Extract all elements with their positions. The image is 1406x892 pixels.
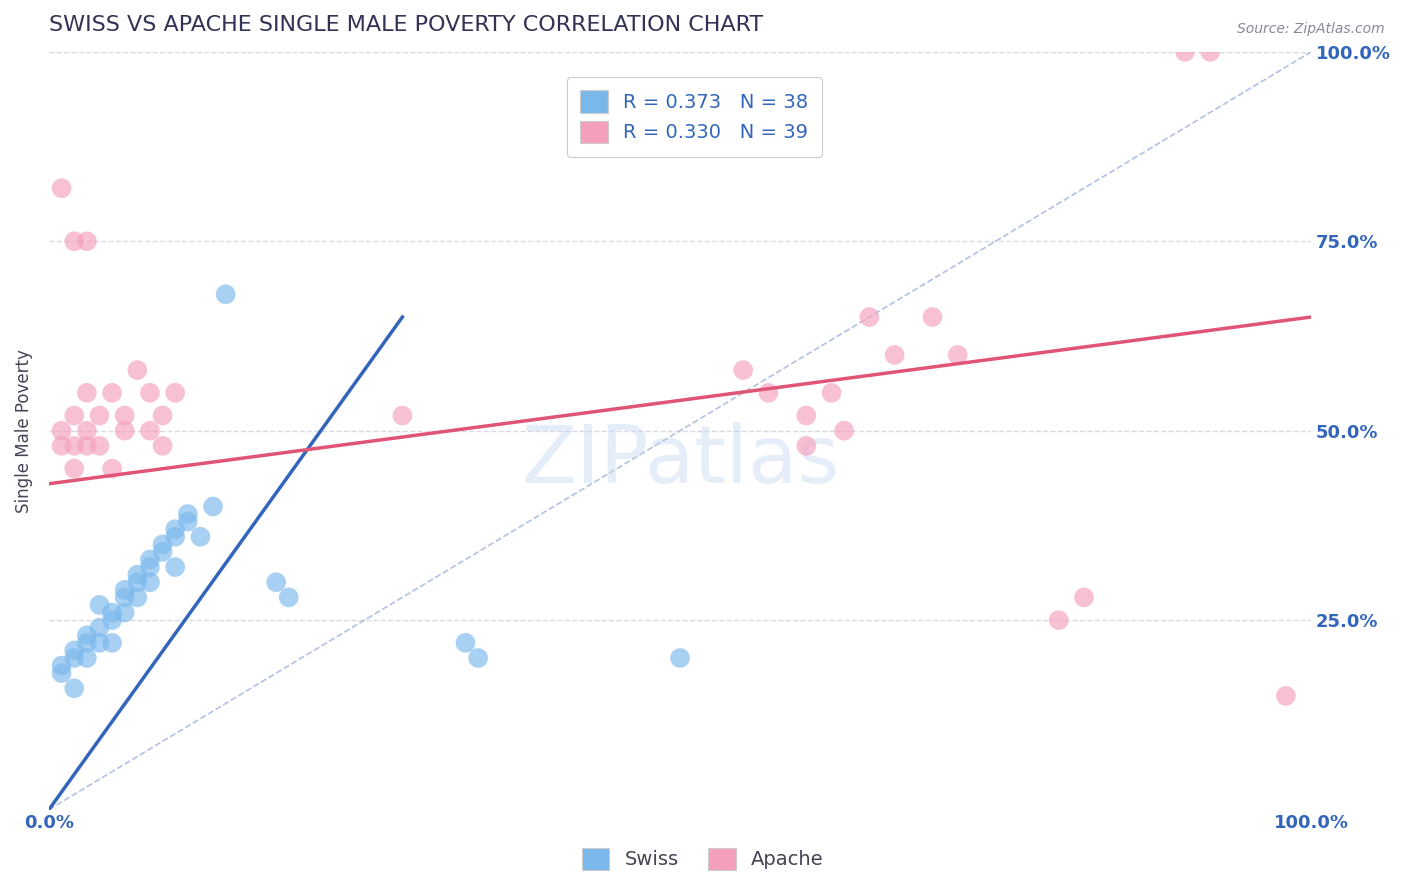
Point	[165, 385, 187, 400]
Point	[946, 348, 969, 362]
Point	[391, 409, 413, 423]
Point	[63, 409, 86, 423]
Point	[139, 552, 162, 566]
Point	[139, 560, 162, 574]
Point	[63, 651, 86, 665]
Legend: Swiss, Apache: Swiss, Apache	[575, 839, 831, 878]
Point	[76, 628, 98, 642]
Point	[63, 643, 86, 657]
Point	[669, 651, 692, 665]
Point	[165, 522, 187, 536]
Point	[89, 409, 111, 423]
Point	[101, 606, 124, 620]
Point	[152, 409, 174, 423]
Legend: R = 0.373   N = 38, R = 0.330   N = 39: R = 0.373 N = 38, R = 0.330 N = 39	[567, 77, 821, 157]
Point	[1275, 689, 1298, 703]
Point	[76, 636, 98, 650]
Point	[152, 545, 174, 559]
Point	[76, 439, 98, 453]
Point	[127, 567, 149, 582]
Text: SWISS VS APACHE SINGLE MALE POVERTY CORRELATION CHART: SWISS VS APACHE SINGLE MALE POVERTY CORR…	[49, 15, 763, 35]
Point	[51, 666, 73, 681]
Point	[89, 636, 111, 650]
Point	[101, 613, 124, 627]
Point	[264, 575, 287, 590]
Point	[202, 500, 225, 514]
Point	[63, 439, 86, 453]
Point	[1174, 45, 1197, 59]
Point	[467, 651, 489, 665]
Point	[89, 439, 111, 453]
Point	[114, 409, 136, 423]
Point	[165, 530, 187, 544]
Point	[127, 591, 149, 605]
Point	[139, 385, 162, 400]
Point	[76, 424, 98, 438]
Point	[277, 591, 299, 605]
Point	[89, 598, 111, 612]
Point	[139, 424, 162, 438]
Point	[89, 621, 111, 635]
Point	[454, 636, 477, 650]
Point	[114, 606, 136, 620]
Point	[51, 181, 73, 195]
Point	[76, 385, 98, 400]
Point	[63, 234, 86, 248]
Point	[101, 636, 124, 650]
Point	[152, 537, 174, 551]
Point	[114, 424, 136, 438]
Point	[832, 424, 855, 438]
Text: ZIPatlas: ZIPatlas	[522, 422, 839, 500]
Point	[114, 582, 136, 597]
Point	[127, 363, 149, 377]
Point	[177, 507, 200, 521]
Point	[127, 575, 149, 590]
Point	[1199, 45, 1222, 59]
Point	[63, 461, 86, 475]
Point	[76, 234, 98, 248]
Point	[1073, 591, 1095, 605]
Point	[1047, 613, 1070, 627]
Point	[139, 575, 162, 590]
Point	[733, 363, 755, 377]
Point	[820, 385, 842, 400]
Point	[190, 530, 212, 544]
Point	[794, 439, 817, 453]
Text: Source: ZipAtlas.com: Source: ZipAtlas.com	[1237, 22, 1385, 37]
Point	[101, 385, 124, 400]
Point	[758, 385, 780, 400]
Point	[51, 439, 73, 453]
Y-axis label: Single Male Poverty: Single Male Poverty	[15, 349, 32, 513]
Point	[215, 287, 238, 301]
Point	[883, 348, 905, 362]
Point	[921, 310, 943, 324]
Point	[76, 651, 98, 665]
Point	[794, 409, 817, 423]
Point	[177, 515, 200, 529]
Point	[51, 658, 73, 673]
Point	[165, 560, 187, 574]
Point	[63, 681, 86, 696]
Point	[51, 424, 73, 438]
Point	[858, 310, 880, 324]
Point	[152, 439, 174, 453]
Point	[101, 461, 124, 475]
Point	[114, 591, 136, 605]
